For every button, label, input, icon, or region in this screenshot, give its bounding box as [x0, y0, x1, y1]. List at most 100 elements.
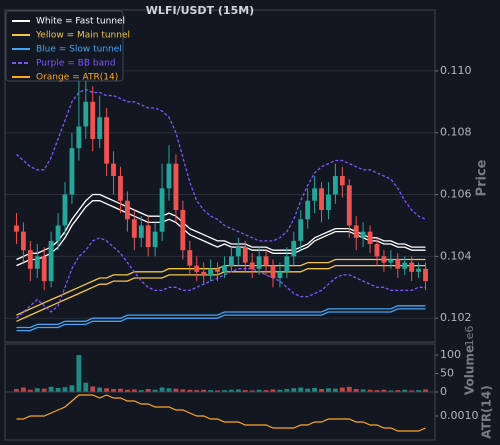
volume-bar [332, 388, 338, 392]
volume-bar [118, 388, 123, 392]
volume-bar [145, 389, 151, 392]
legend-label: Purple = BB band [36, 59, 116, 69]
volume-bar [319, 389, 324, 392]
candle-body [291, 240, 297, 257]
atr-panel [4, 391, 436, 441]
candle-body [34, 256, 40, 269]
legend-box [5, 10, 124, 82]
volume-bar [152, 389, 158, 392]
candle-body [48, 240, 54, 282]
candle-body [83, 101, 89, 127]
volume-bar [416, 390, 422, 392]
candle-body [166, 163, 172, 189]
candle-body [326, 194, 331, 211]
candle-body [55, 225, 61, 241]
y-tick-label: 0.106 [440, 188, 472, 201]
candle-body [215, 268, 220, 272]
indicator-line [16, 305, 426, 329]
volume-bar [312, 387, 318, 392]
candle-body [312, 188, 318, 201]
legend: White = Fast tunnel Yellow = Main tunnel B… [5, 10, 130, 83]
candle-body [242, 247, 248, 263]
candle-body [367, 231, 373, 245]
volume-bar [298, 387, 304, 392]
candle-body [332, 176, 338, 195]
volume-bar [291, 388, 297, 392]
candle-body [104, 117, 110, 164]
volume-bar [55, 387, 61, 392]
volume-tick-label: 0 [440, 385, 447, 398]
volume-bar [131, 389, 137, 392]
candle-body [90, 101, 96, 139]
volume-bar [235, 389, 241, 392]
candle-body [416, 268, 422, 272]
candle-body [374, 244, 380, 257]
candle-body [402, 262, 408, 269]
volume-bar [69, 385, 75, 392]
candle-body [339, 176, 345, 186]
volume-bar [215, 390, 220, 392]
atr-line [16, 394, 426, 432]
candle-body [159, 188, 165, 232]
candle-body [111, 163, 116, 176]
marks [14, 55, 428, 432]
volume-bar [20, 387, 26, 392]
candle-body [14, 225, 19, 232]
volume-bar [180, 389, 186, 392]
volume-bar [166, 388, 172, 392]
volume-bar [104, 388, 110, 392]
volume-bar [423, 389, 428, 392]
candle-body [27, 250, 33, 269]
indicator-line [16, 88, 426, 242]
volume-bar [305, 388, 311, 392]
legend-label: Yellow = Main tunnel [35, 31, 130, 41]
volume-bar [339, 387, 345, 392]
volume-bar [34, 388, 40, 392]
volume-bar [90, 386, 96, 392]
volume-bar [48, 386, 54, 392]
volume-bar [27, 389, 33, 392]
indicator-line [16, 258, 426, 316]
candle-body [69, 148, 75, 195]
volume-bar [208, 390, 214, 392]
volume-bar [173, 388, 179, 392]
volume-bar [76, 355, 82, 392]
volume-bar [83, 382, 89, 392]
candle-body [145, 225, 151, 248]
volume-bar [346, 386, 352, 392]
volume-bar [97, 387, 103, 392]
volume-bar [41, 388, 47, 392]
candle-body [249, 262, 255, 269]
candle-body [194, 265, 200, 272]
volume-offset: 1e6 [463, 326, 476, 347]
candle-body [222, 265, 227, 272]
atr-label: ATR(14) [480, 385, 494, 438]
candle-body [360, 231, 366, 238]
volume-bar [395, 390, 401, 392]
candle-body [353, 225, 359, 238]
candle-body [263, 256, 269, 266]
volume-bar [228, 389, 234, 392]
volume-bar [194, 390, 200, 392]
candle-body [388, 259, 394, 263]
candle-body [76, 126, 82, 149]
volume-bar [409, 390, 415, 392]
volume-bar [270, 389, 276, 392]
volume-bar [222, 390, 227, 392]
volume-bar [124, 389, 130, 392]
candle-body [208, 268, 214, 275]
volume-bar [256, 389, 262, 392]
volume-bar [381, 389, 387, 392]
legend-label: Blue = Slow tunnel [36, 45, 122, 55]
volume-bar [201, 389, 207, 392]
candle-body [97, 117, 103, 139]
volume-bar [138, 390, 144, 392]
candle-body [270, 265, 276, 279]
candle-body [381, 256, 387, 263]
volume-bar [14, 389, 19, 392]
candle-body [409, 262, 415, 272]
candle-body [423, 268, 428, 282]
volume-bar [111, 389, 116, 392]
candle-body [20, 231, 26, 251]
